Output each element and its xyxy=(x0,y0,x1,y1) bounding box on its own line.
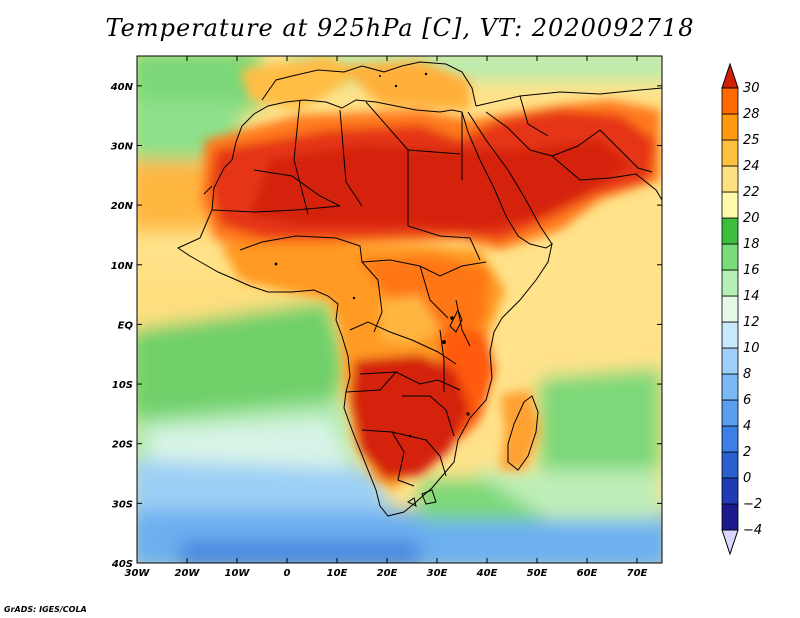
lon-tick-label: 0 xyxy=(284,568,291,579)
colorbar-level-label: 24 xyxy=(743,159,760,174)
lat-tick-label: 20S xyxy=(112,440,133,451)
colorbar-level-label: 14 xyxy=(743,289,760,304)
colorbar-swatch xyxy=(721,269,739,297)
colorbar-swatch xyxy=(721,113,739,141)
colorbar-level-label: 28 xyxy=(743,107,760,122)
lon-tick-label: 20W xyxy=(175,568,201,579)
lon-tick-label: 60E xyxy=(577,568,598,579)
colorbar-swatch xyxy=(721,321,739,349)
colorbar-swatch xyxy=(721,451,739,479)
colorbar-swatch xyxy=(721,373,739,401)
colorbar-level-label: −2 xyxy=(743,497,762,512)
map-frame xyxy=(136,55,663,564)
lon-tick-label: 20E xyxy=(377,568,398,579)
colorbar-swatch xyxy=(721,347,739,375)
lat-tick-label: 10N xyxy=(111,261,134,272)
colorbar-level-label: 12 xyxy=(743,315,760,330)
chart-title: Temperature at 925hPa [C], VT: 202009271… xyxy=(105,14,695,42)
lon-tick-label: 30W xyxy=(125,568,151,579)
colorbar-level-label: 8 xyxy=(743,367,751,382)
colorbar-swatch xyxy=(721,503,739,531)
inland-lakes xyxy=(274,72,470,438)
colorbar-level-label: 10 xyxy=(743,341,760,356)
colorbar-high-extension xyxy=(721,62,739,89)
lat-tick-label: 40S xyxy=(111,559,133,570)
colorbar-level-label: 30 xyxy=(743,81,760,96)
coastlines-borders xyxy=(176,61,662,517)
lon-tick-label: 70E xyxy=(627,568,648,579)
lon-tick-label: 40E xyxy=(476,568,498,579)
colorbar-level-label: 18 xyxy=(743,237,760,252)
colorbar-level-label: 2 xyxy=(743,445,751,460)
colorbar-level-label: 22 xyxy=(743,185,760,200)
axis-ticks xyxy=(136,56,662,564)
colorbar-level-label: −4 xyxy=(743,523,762,538)
axis-labels: 30W 20W 10W 0 10E 20E 30E 40E 50E 60E 70E 40N 30N 20N… xyxy=(110,82,648,579)
colorbar-swatch xyxy=(721,217,739,245)
colorbar-swatch xyxy=(721,243,739,271)
lat-tick-label: 30N xyxy=(111,141,134,152)
colorbar-level-label: 16 xyxy=(743,263,760,278)
colorbar-level-label: 20 xyxy=(743,211,760,226)
colorbar-swatch xyxy=(721,139,739,167)
colorbar-swatch xyxy=(721,295,739,323)
temperature-field xyxy=(137,56,662,563)
lon-tick-label: 10E xyxy=(327,568,348,579)
colorbar-swatch xyxy=(721,477,739,505)
lat-tick-label: 40N xyxy=(110,82,134,93)
lat-tick-label: EQ xyxy=(118,320,134,331)
colorbar-swatch xyxy=(721,399,739,427)
colorbar-swatch xyxy=(721,165,739,193)
lat-tick-label: 30S xyxy=(112,499,133,510)
colorbar-swatch xyxy=(721,191,739,219)
colorbar-swatch xyxy=(721,425,739,453)
colorbar-level-label: 6 xyxy=(743,393,751,408)
lon-tick-label: 30E xyxy=(427,568,448,579)
lon-tick-label: 10W xyxy=(225,568,251,579)
grads-credit: GrADS: IGES/COLA xyxy=(4,605,87,614)
colorbar-level-label: 25 xyxy=(743,133,760,148)
colorbar-swatch xyxy=(721,87,739,115)
lat-tick-label: 10S xyxy=(112,380,133,391)
colorbar-low-extension xyxy=(721,529,739,556)
lon-tick-label: 50E xyxy=(527,568,548,579)
colorbar-level-label: 4 xyxy=(743,419,751,434)
lat-tick-label: 20N xyxy=(111,201,134,212)
colorbar-level-label: 0 xyxy=(743,471,751,486)
